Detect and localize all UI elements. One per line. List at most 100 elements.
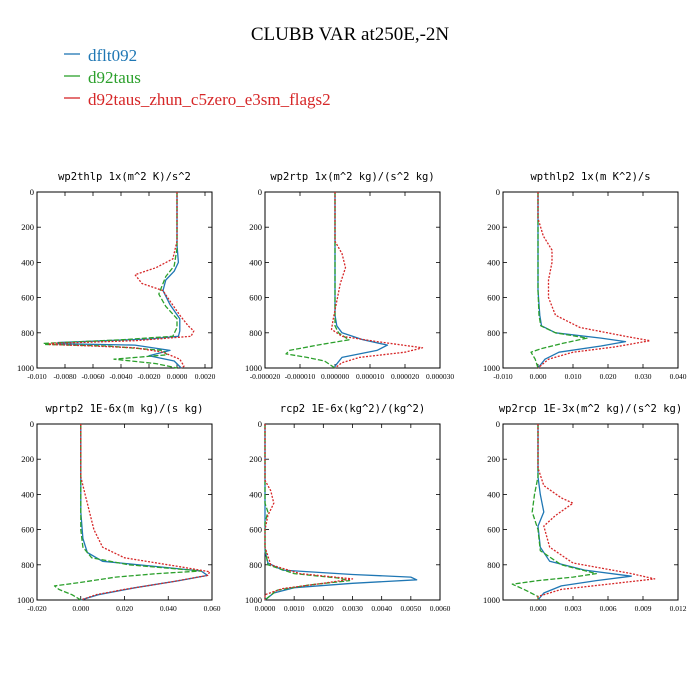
y-tick-label: 200 xyxy=(21,222,34,232)
x-tick-label: 0.000000 xyxy=(321,372,349,381)
x-tick-label: 0.0050 xyxy=(401,604,422,613)
y-tick-label: 600 xyxy=(487,293,500,303)
y-tick-label: 400 xyxy=(21,257,34,267)
x-tick-label: 0.000030 xyxy=(426,372,454,381)
y-tick-label: 1000 xyxy=(483,363,500,373)
y-tick-label: 800 xyxy=(21,328,34,338)
x-tick-label: -0.000020 xyxy=(250,372,281,381)
y-tick-label: 600 xyxy=(21,525,34,535)
x-tick-label: -0.010 xyxy=(27,372,47,381)
x-tick-label: 0.000 xyxy=(530,604,547,613)
y-tick-label: 0 xyxy=(258,187,262,197)
series-line-d92taus xyxy=(511,424,597,600)
x-tick-label: 0.0010 xyxy=(284,604,305,613)
y-tick-label: 0 xyxy=(496,187,500,197)
plot-frame xyxy=(264,191,441,369)
series-line-dflt092 xyxy=(334,192,389,368)
y-tick-label: 0 xyxy=(258,419,262,429)
x-tick-label: -0.020 xyxy=(27,604,47,613)
series-line-d92taus xyxy=(530,192,588,369)
series-line-dflt092 xyxy=(57,192,182,369)
x-tick-label: 0.0060 xyxy=(430,604,451,613)
panel-title: wp2thlp 1x(m^2 K)/s^2 xyxy=(58,171,191,183)
y-tick-label: 600 xyxy=(249,293,262,303)
legend-label-dflt092: dflt092 xyxy=(88,46,137,65)
plot-frame xyxy=(36,191,213,369)
y-tick-label: 1000 xyxy=(17,363,34,373)
x-tick-label: -0.0040 xyxy=(109,372,132,381)
y-tick-label: 0 xyxy=(30,419,34,429)
panel-2: wp2rtp 1x(m^2 kg)/(s^2 kg) 0 200 400 600 800 1… xyxy=(245,171,454,381)
legend-label-d92taus: d92taus xyxy=(88,68,141,87)
panel-1: wp2thlp 1x(m^2 K)/s^202004006008001000-0… xyxy=(17,171,216,381)
plot-frame xyxy=(36,423,213,601)
x-tick-label: 0.030 xyxy=(635,372,652,381)
series-line-dflt092 xyxy=(537,424,632,601)
series-line-d92taus_zhun_c5zero_e3sm_flags2 xyxy=(537,192,651,369)
y-tick-label: 200 xyxy=(487,454,500,464)
panel-4: wprtp2 1E-6x(m kg)/(s kg) 0 200 400 600 800 10… xyxy=(17,403,221,613)
series-line-dflt092 xyxy=(264,424,418,601)
y-tick-label: 1000 xyxy=(483,595,500,605)
x-tick-label: 0.009 xyxy=(635,604,652,613)
x-tick-label: 0.060 xyxy=(204,604,221,613)
panel-title: wp2rcp 1E-3x(m^2 kg)/(s^2 kg) xyxy=(499,403,682,415)
series-line-dflt092 xyxy=(80,424,209,601)
panels: wp2thlp 1x(m^2 K)/s^202004006008001000-0… xyxy=(17,171,687,613)
x-tick-label: 0.020 xyxy=(116,604,133,613)
y-tick-label: 800 xyxy=(487,328,500,338)
series-line-d92taus_zhun_c5zero_e3sm_flags2 xyxy=(330,192,424,369)
x-tick-label: -0.000010 xyxy=(285,372,316,381)
panel-5: rcp2 1E-6x(kg^2)/(kg^2) 0 200 400 600 800 1000… xyxy=(245,403,451,613)
legend-label-d92taus_zhun_c5zero_e3sm_flags2: d92taus_zhun_c5zero_e3sm_flags2 xyxy=(88,90,331,109)
y-tick-label: 600 xyxy=(249,525,262,535)
series-line-d92taus_zhun_c5zero_e3sm_flags2 xyxy=(80,424,211,601)
x-tick-label: 0.012 xyxy=(670,604,687,613)
x-tick-label: 0.000 xyxy=(72,604,89,613)
panel-title: wp2rtp 1x(m^2 kg)/(s^2 kg) xyxy=(270,171,434,183)
figure-title: CLUBB VAR at250E,-2N xyxy=(251,24,450,45)
y-tick-label: 1000 xyxy=(17,595,34,605)
series-line-dflt092 xyxy=(537,192,627,369)
x-tick-label: 0.0000 xyxy=(255,604,276,613)
x-tick-label: 0.003 xyxy=(565,604,582,613)
y-tick-label: 400 xyxy=(487,489,500,499)
y-tick-label: 800 xyxy=(21,560,34,570)
y-tick-label: 800 xyxy=(249,328,262,338)
x-tick-label: -0.010 xyxy=(493,372,513,381)
y-tick-label: 400 xyxy=(249,489,262,499)
x-tick-label: 0.0000 xyxy=(167,372,188,381)
panel-6: wp2rcp 1E-3x(m^2 kg)/(s^2 kg) 0 200 400 600 8… xyxy=(483,403,687,613)
x-tick-label: 0.0030 xyxy=(342,604,363,613)
series-line-d92taus_zhun_c5zero_e3sm_flags2 xyxy=(264,424,354,600)
y-tick-label: 800 xyxy=(487,560,500,570)
x-tick-label: -0.0020 xyxy=(137,372,160,381)
y-tick-label: 800 xyxy=(249,560,262,570)
x-tick-label: -0.0080 xyxy=(53,372,76,381)
y-tick-label: 400 xyxy=(21,489,34,499)
y-tick-label: 0 xyxy=(496,419,500,429)
panel-title: wprtp2 1E-6x(m kg)/(s kg) xyxy=(45,403,203,415)
x-tick-label: 0.006 xyxy=(600,604,617,613)
y-tick-label: 200 xyxy=(249,454,262,464)
x-tick-label: 0.000020 xyxy=(391,372,419,381)
x-tick-label: 0.040 xyxy=(160,604,177,613)
series-line-d92taus_zhun_c5zero_e3sm_flags2 xyxy=(537,424,656,600)
plot-frame xyxy=(502,191,679,369)
x-tick-label: -0.0060 xyxy=(81,372,104,381)
x-tick-label: 0.020 xyxy=(600,372,617,381)
y-tick-label: 200 xyxy=(249,222,262,232)
series-line-d92taus xyxy=(53,424,202,601)
y-tick-label: 1000 xyxy=(245,595,262,605)
x-tick-label: 0.040 xyxy=(670,372,687,381)
legend: dflt092 d92taus d92taus_zhun_c5zero_e3sm_f… xyxy=(64,46,331,109)
panel-title: rcp2 1E-6x(kg^2)/(kg^2) xyxy=(280,403,425,415)
y-tick-label: 400 xyxy=(487,257,500,267)
y-tick-label: 400 xyxy=(249,257,262,267)
x-tick-label: 0.0040 xyxy=(371,604,392,613)
series-line-d92taus xyxy=(285,192,350,369)
plot-frame xyxy=(502,423,679,601)
series-line-d92taus_zhun_c5zero_e3sm_flags2 xyxy=(47,192,195,369)
